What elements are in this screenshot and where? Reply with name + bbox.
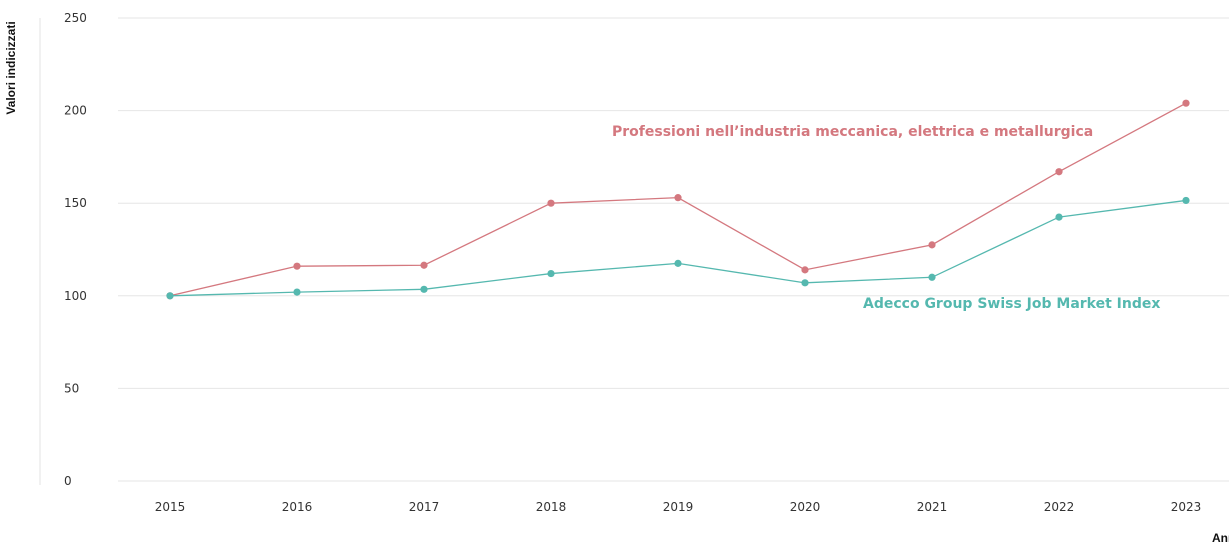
data-point — [420, 285, 428, 293]
x-tick-label: 2023 — [1171, 500, 1202, 514]
data-point — [801, 266, 809, 274]
x-tick-labels: 2015 2016 2017 2018 2019 2020 2021 2022 2023 — [155, 500, 1202, 514]
series-layer — [166, 99, 1190, 300]
y-tick-label: 200 — [64, 104, 87, 118]
x-tick-label: 2018 — [536, 500, 567, 514]
data-point — [801, 279, 809, 287]
series-label-0: Professioni nell’industria meccanica, el… — [612, 124, 1093, 140]
data-point — [547, 199, 555, 207]
grid-layer — [39, 17, 1229, 485]
data-point — [928, 241, 936, 249]
y-tick-label: 50 — [64, 381, 79, 395]
y-tick-label: 250 — [64, 11, 87, 25]
series-line-1 — [169, 199, 1187, 297]
data-point — [420, 261, 428, 269]
data-point — [1055, 168, 1063, 176]
y-tick-labels: 0 50 100 150 200 250 — [64, 11, 87, 488]
data-point — [674, 194, 682, 202]
y-axis-title: Valori indicizzati — [4, 21, 18, 115]
data-point — [1055, 213, 1063, 221]
data-point — [1182, 99, 1190, 107]
series-label-1: Adecco Group Swiss Job Market Index — [863, 296, 1160, 312]
x-axis-title: Anni — [1212, 531, 1229, 545]
data-point — [1182, 196, 1190, 205]
y-tick-label: 100 — [64, 289, 87, 303]
series-labels: Professioni nell’industria meccanica, el… — [612, 124, 1160, 312]
x-tick-label: 2016 — [282, 500, 313, 514]
x-tick-label: 2021 — [917, 500, 948, 514]
x-tick-label: 2017 — [409, 500, 440, 514]
x-tick-label: 2015 — [155, 500, 186, 514]
x-tick-label: 2019 — [663, 500, 694, 514]
data-point — [166, 292, 174, 300]
y-tick-label: 0 — [64, 474, 72, 488]
x-tick-label: 2022 — [1044, 500, 1075, 514]
data-point — [293, 262, 301, 270]
data-point — [674, 259, 682, 267]
data-point — [928, 273, 936, 281]
y-tick-label: 150 — [64, 196, 87, 210]
x-tick-label: 2020 — [790, 500, 821, 514]
data-point — [293, 288, 301, 296]
data-point — [547, 269, 555, 278]
